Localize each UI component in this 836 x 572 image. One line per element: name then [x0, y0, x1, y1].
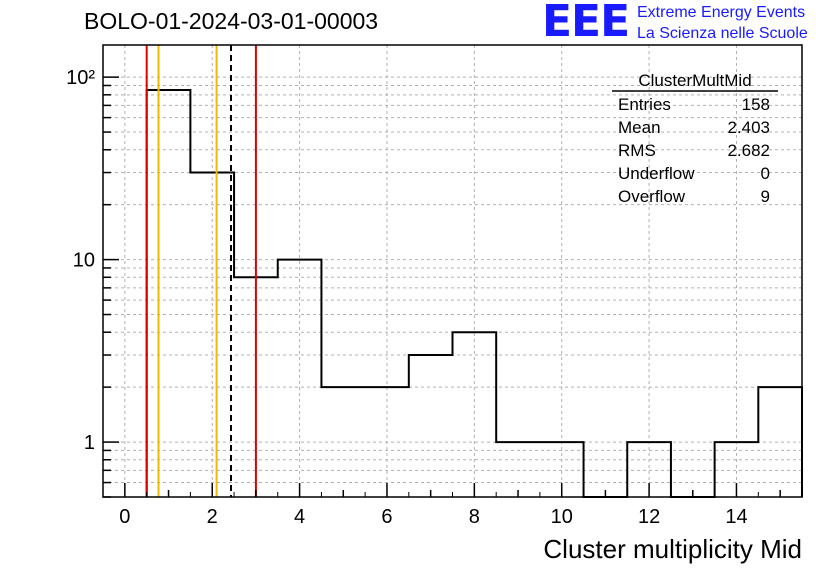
stats-row-value: 2.403	[727, 118, 770, 137]
stats-row-label: Mean	[618, 118, 661, 137]
stats-row-label: Entries	[618, 95, 671, 114]
stats-row-label: Overflow	[618, 187, 686, 206]
stats-box-title: ClusterMultMid	[638, 71, 751, 90]
x-tick-label: 8	[469, 506, 480, 528]
stats-row-value: 2.682	[727, 141, 770, 160]
y-tick-label: 1	[84, 432, 95, 454]
x-tick-label: 6	[381, 506, 392, 528]
x-tick-label: 4	[294, 506, 305, 528]
stats-row-value: 9	[761, 187, 770, 206]
eee-logo: EEE	[542, 0, 630, 47]
logo-line-1: Extreme Energy Events	[637, 4, 806, 21]
stats-row-label: Underflow	[618, 164, 695, 183]
logo-line-2: La Scienza nelle Scuole	[637, 25, 808, 42]
x-tick-label: 0	[119, 506, 130, 528]
plot-frame-bg	[103, 45, 802, 497]
plot-title: BOLO-01-2024-03-01-00003	[84, 8, 379, 34]
x-tick-label: 10	[551, 506, 573, 528]
y-tick-label: 10	[73, 250, 95, 272]
stats-row-value: 158	[742, 95, 770, 114]
histogram-outline	[145, 89, 803, 498]
x-tick-label: 2	[207, 506, 218, 528]
stats-row-label: RMS	[618, 141, 656, 160]
x-tick-label: 12	[638, 506, 660, 528]
y-tick-label: 10²	[66, 67, 95, 89]
x-tick-label: 14	[725, 506, 747, 528]
stats-row-value: 0	[761, 164, 770, 183]
x-axis-label: Cluster multiplicity Mid	[543, 534, 802, 564]
